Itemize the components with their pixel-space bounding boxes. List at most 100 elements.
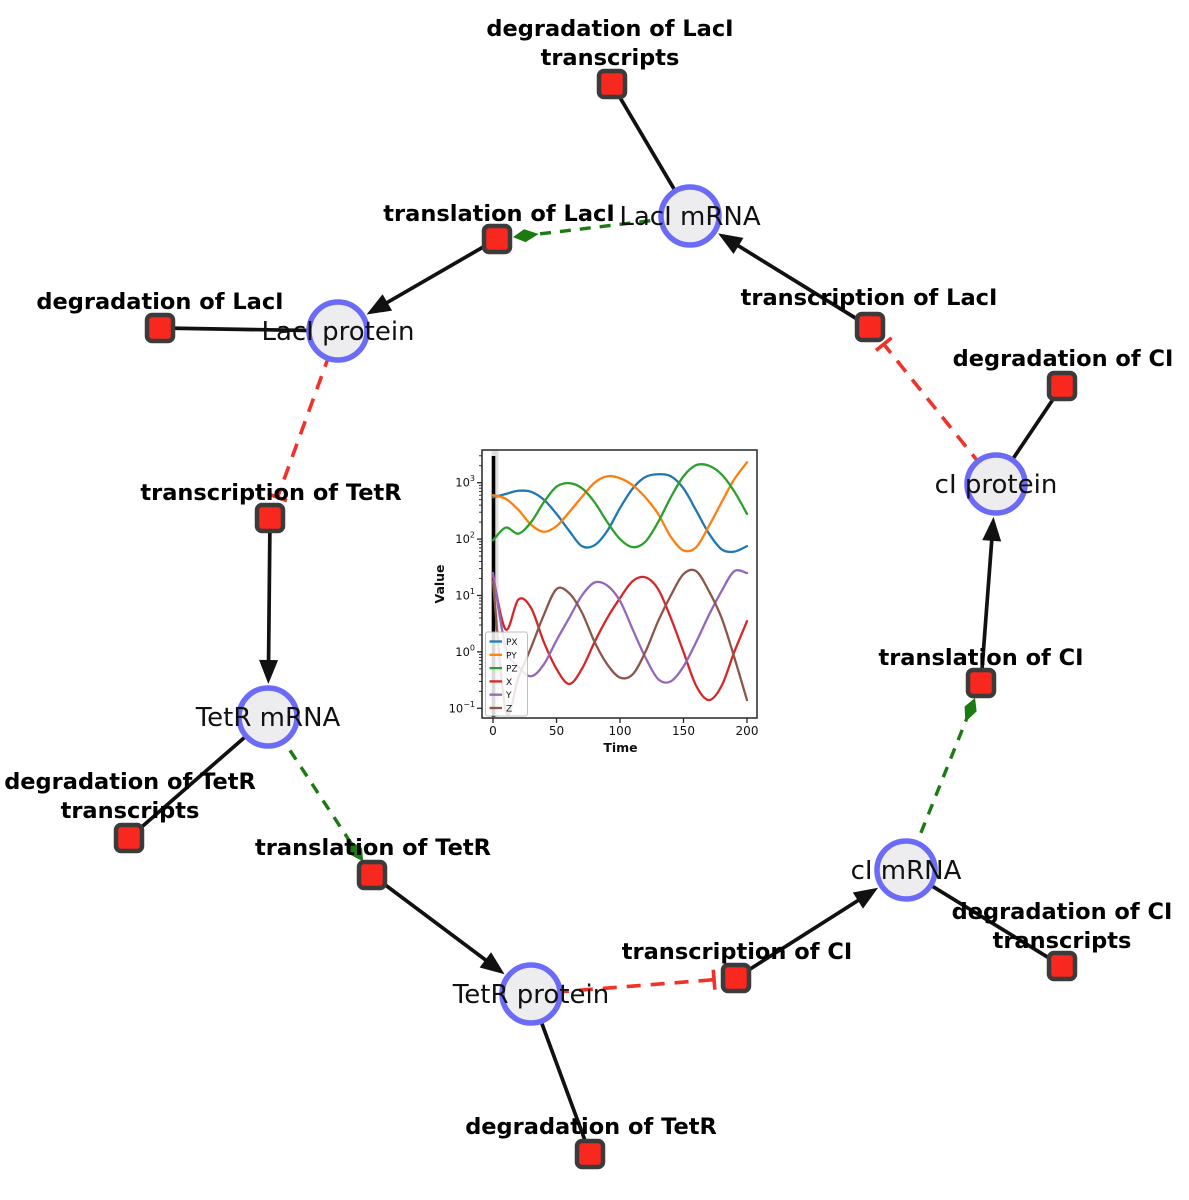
species-node-ci_mrna[interactable] bbox=[874, 838, 938, 902]
reaction-node-transl_laci[interactable] bbox=[481, 223, 513, 255]
x-tick-label: 50 bbox=[549, 724, 564, 738]
edge-txn_tetr-to-tetr_mrna bbox=[259, 517, 279, 685]
product-edge-line bbox=[370, 873, 493, 967]
reaction-label: translation of TetR bbox=[255, 835, 491, 861]
reaction-node-transl_ci[interactable] bbox=[965, 667, 997, 699]
inhibition-tee-icon bbox=[711, 969, 717, 990]
species-label: TetR mRNA bbox=[195, 703, 341, 733]
reaction-label: transcription of TetR bbox=[140, 480, 401, 506]
edge-txn_ci-to-ci_mrna bbox=[735, 887, 879, 980]
diamond-arrowhead-icon bbox=[348, 839, 364, 862]
x-tick-label: 200 bbox=[736, 724, 759, 738]
reaction-node-transl_tetr[interactable] bbox=[356, 859, 388, 891]
product-edge-line bbox=[266, 517, 272, 669]
reaction-square-icon bbox=[720, 962, 752, 994]
edge-transl_laci-to-laci_protein bbox=[366, 237, 498, 315]
species-label: LacI mRNA bbox=[619, 202, 760, 232]
nodes-layer bbox=[113, 68, 1078, 1170]
legend-label-PY: PY bbox=[506, 651, 517, 661]
reaction-square-icon bbox=[356, 859, 388, 891]
reaction-label: degradation of LacI bbox=[36, 289, 283, 315]
series-PY-line bbox=[491, 461, 749, 553]
series-X-line bbox=[491, 575, 749, 702]
diamond-arrowhead-icon bbox=[512, 229, 539, 243]
chart-legend: PX PY PZ XYZ bbox=[485, 631, 528, 717]
reaction-square-icon bbox=[596, 68, 628, 100]
reaction-node-txn_ci[interactable] bbox=[720, 962, 752, 994]
reaction-square-icon bbox=[481, 223, 513, 255]
y-tick-label: 103 bbox=[455, 474, 475, 490]
reaction-node-deg_laci_tx[interactable] bbox=[596, 68, 628, 100]
reaction-label: degradation of CI transcripts bbox=[952, 899, 1173, 954]
species-label: TetR protein bbox=[452, 980, 609, 1010]
series-Y-line bbox=[491, 569, 749, 684]
reaction-square-icon bbox=[965, 667, 997, 699]
y-tick-label: 100 bbox=[455, 643, 475, 659]
x-axis: 0 50 100 150 200 bbox=[489, 718, 758, 738]
inhibition-tee-icon bbox=[267, 492, 288, 503]
reaction-square-icon bbox=[854, 311, 886, 343]
reaction-node-deg_tetr_tx[interactable] bbox=[113, 822, 145, 854]
reaction-node-deg_laci[interactable] bbox=[144, 312, 176, 344]
product-edge-line bbox=[979, 532, 995, 684]
y-axis-title: Value bbox=[432, 564, 447, 603]
reaction-label: degradation of TetR transcripts bbox=[4, 769, 256, 824]
y-tick-label: 102 bbox=[455, 531, 475, 547]
x-axis-title: Time bbox=[603, 740, 637, 755]
reaction-node-txn_tetr[interactable] bbox=[254, 502, 286, 534]
reaction-square-icon bbox=[1046, 370, 1078, 402]
species-node-tetr_mrna[interactable] bbox=[236, 685, 300, 749]
species-node-tetr_protein[interactable] bbox=[499, 962, 563, 1026]
arrowhead-icon bbox=[718, 233, 744, 255]
species-label: LacI protein bbox=[261, 317, 414, 347]
legend-label-X: X bbox=[506, 678, 512, 688]
product-edge-line bbox=[379, 237, 498, 309]
reaction-node-deg_tetr[interactable] bbox=[574, 1138, 606, 1170]
y-axis: 10−1 100 101 102 103 bbox=[449, 455, 482, 716]
legend-label-PZ: PZ bbox=[506, 665, 518, 675]
series-PX-line bbox=[491, 473, 749, 554]
arrowhead-icon bbox=[982, 516, 1002, 542]
reaction-label: degradation of LacI transcripts bbox=[486, 16, 733, 71]
species-circle-icon bbox=[874, 838, 938, 902]
species-circle-icon bbox=[658, 184, 722, 248]
arrowhead-icon bbox=[366, 294, 393, 315]
legend-label-Z: Z bbox=[506, 705, 512, 715]
reaction-label: degradation of TetR bbox=[465, 1114, 717, 1140]
product-edge-line bbox=[735, 894, 866, 980]
chart-series-group bbox=[491, 461, 749, 716]
x-tick-label: 100 bbox=[609, 724, 632, 738]
species-node-laci_mrna[interactable] bbox=[658, 184, 722, 248]
product-edge-line bbox=[730, 240, 871, 329]
species-circle-icon bbox=[499, 962, 563, 1026]
species-label: cI mRNA bbox=[851, 856, 962, 886]
reaction-label: degradation of CI bbox=[953, 346, 1174, 372]
species-node-ci_protein[interactable] bbox=[964, 452, 1028, 516]
reaction-label: translation of LacI bbox=[383, 201, 614, 227]
reaction-node-deg_ci[interactable] bbox=[1046, 370, 1078, 402]
x-tick-label: 0 bbox=[489, 724, 497, 738]
reaction-label: translation of CI bbox=[878, 645, 1083, 671]
reaction-square-icon bbox=[254, 502, 286, 534]
series-PZ-line bbox=[491, 462, 749, 549]
reaction-square-icon bbox=[574, 1138, 606, 1170]
y-tick-label: 10−1 bbox=[449, 700, 475, 716]
species-label: cI protein bbox=[935, 470, 1058, 500]
reaction-square-icon bbox=[113, 822, 145, 854]
edge-txn_laci-to-laci_mrna bbox=[718, 233, 871, 329]
labels-layer: LacI mRNA LacI protein cI protein TetR mRNA… bbox=[4, 16, 1173, 1140]
series-Z-line bbox=[491, 568, 749, 716]
edge-transl_tetr-to-tetr_protein bbox=[370, 873, 505, 975]
legend-label-Y: Y bbox=[505, 691, 512, 701]
arrowhead-icon bbox=[479, 952, 505, 975]
reaction-node-txn_laci[interactable] bbox=[854, 311, 886, 343]
species-node-laci_protein[interactable] bbox=[306, 299, 370, 363]
inhibition-tee-icon bbox=[874, 336, 893, 352]
reaction-node-deg_ci_tx[interactable] bbox=[1046, 950, 1078, 982]
legend-label-PX: PX bbox=[506, 638, 518, 648]
arrowhead-icon bbox=[259, 659, 279, 685]
y-tick-label: 101 bbox=[455, 587, 475, 603]
reaction-label: transcription of CI bbox=[622, 939, 852, 965]
species-circle-icon bbox=[964, 452, 1028, 516]
